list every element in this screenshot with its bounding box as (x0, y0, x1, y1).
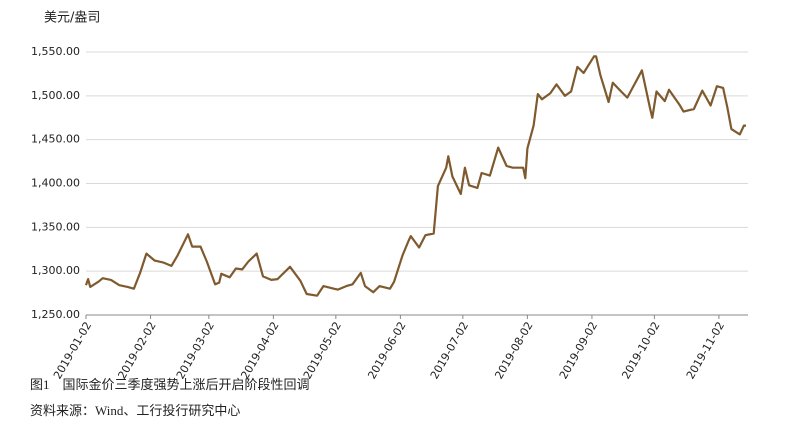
y-tick-label: 1,550.00 (31, 45, 80, 58)
y-tick-label: 1,450.00 (31, 133, 80, 146)
x-tick-label: 2019-10-02 (619, 320, 662, 382)
y-tick-label: 1,300.00 (31, 264, 80, 277)
price-line (84, 55, 746, 297)
y-axis-label: 美元/盎司 (44, 11, 100, 26)
caption: 图1 国际金价三季度强势上涨后开启阶段性回调 (30, 377, 310, 392)
x-tick-label: 2019-11-02 (684, 320, 727, 382)
x-tick-label: 2019-01-02 (51, 320, 94, 382)
x-tick-label: 2019-07-02 (428, 320, 471, 382)
x-tick-label: 2019-04-02 (238, 320, 281, 382)
x-tick-label: 2019-03-02 (174, 320, 217, 382)
source: 资料来源：Wind、工行投行研究中心 (30, 403, 240, 418)
x-tick-label: 2019-02-02 (116, 320, 159, 382)
x-tick-label: 2019-08-02 (492, 320, 535, 382)
y-tick-label: 1,250.00 (31, 308, 80, 321)
x-tick-label: 2019-09-02 (557, 320, 600, 382)
y-tick-label: 1,400.00 (31, 177, 80, 190)
x-tick-label: 2019-05-02 (301, 320, 344, 382)
y-tick-label: 1,350.00 (31, 220, 80, 233)
y-tick-label: 1,500.00 (31, 89, 80, 102)
x-tick-label: 2019-06-02 (365, 320, 408, 382)
